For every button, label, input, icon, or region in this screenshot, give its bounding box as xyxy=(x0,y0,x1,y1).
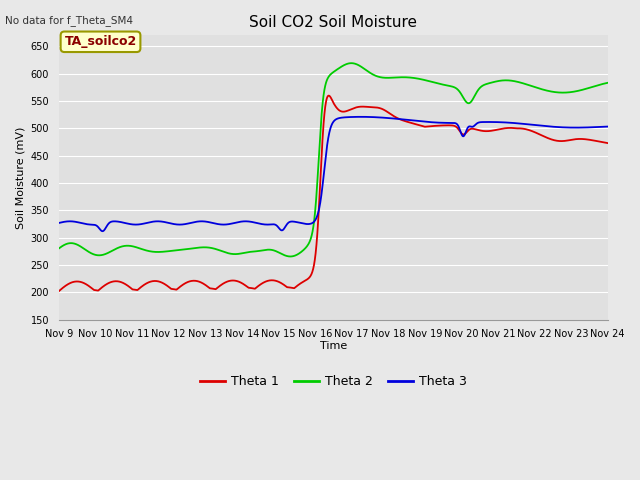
Text: No data for f_Theta_SM4: No data for f_Theta_SM4 xyxy=(5,15,133,26)
Text: TA_soilco2: TA_soilco2 xyxy=(65,36,137,48)
Title: Soil CO2 Soil Moisture: Soil CO2 Soil Moisture xyxy=(250,15,417,30)
Legend: Theta 1, Theta 2, Theta 3: Theta 1, Theta 2, Theta 3 xyxy=(195,370,472,393)
X-axis label: Time: Time xyxy=(320,341,347,351)
Y-axis label: Soil Moisture (mV): Soil Moisture (mV) xyxy=(15,126,25,229)
